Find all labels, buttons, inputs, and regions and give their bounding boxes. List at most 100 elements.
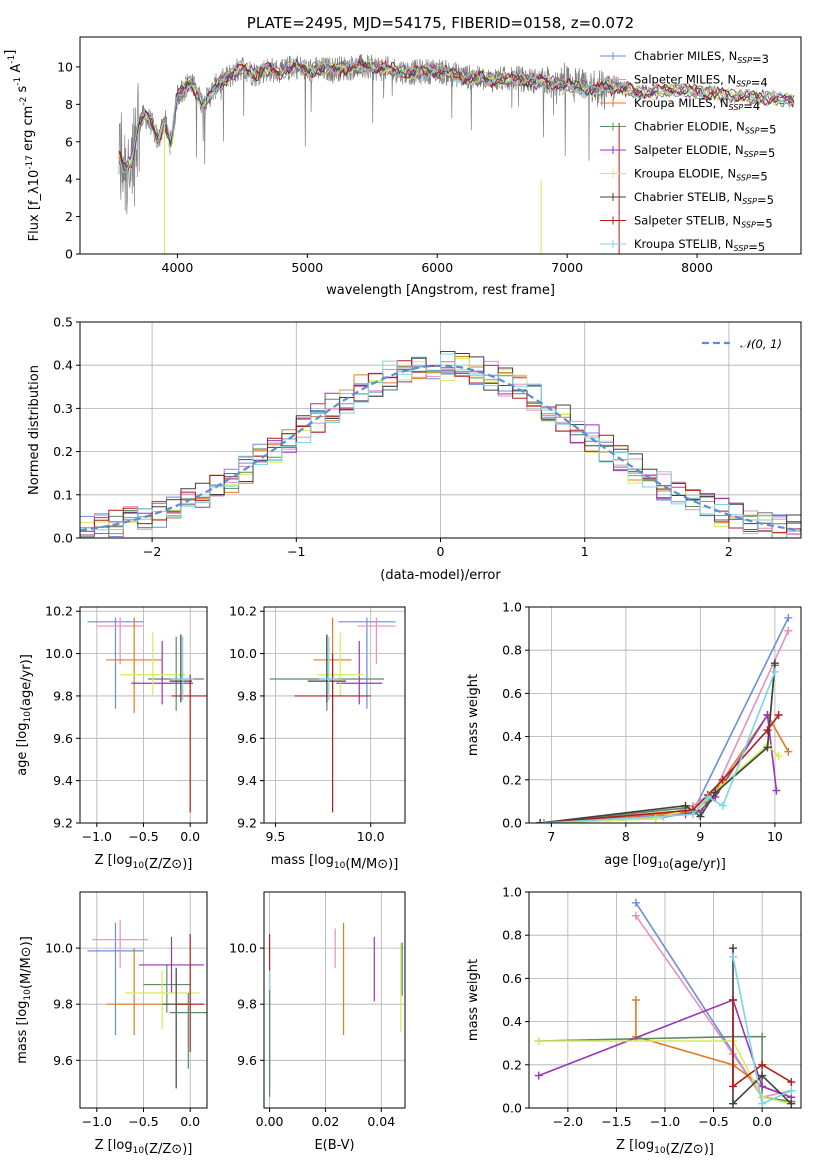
label-sub: SSP: [744, 150, 759, 159]
label-part: Kroupa STELIB, N: [634, 237, 734, 251]
y-tick-label: 0.0: [502, 1101, 522, 1116]
label-part: Chabrier ELODIE, N: [634, 120, 745, 134]
label-sub: 10: [23, 711, 33, 723]
y-tick-label: 9.8: [237, 997, 257, 1012]
chart-age-vs-mass: 9.5 10.0 9.2 9.4 9.6 9.8 10.0 10.2 mass [log10(M…: [229, 604, 406, 872]
weight-line-5: [538, 1040, 792, 1105]
x-tick-label: 8: [622, 829, 630, 844]
x-axis-label: Z [log10(Z/Z⊙)]: [95, 853, 193, 872]
weight-point: [729, 1099, 737, 1108]
y-tick-label: 0.5: [53, 315, 73, 330]
label-part: s: [15, 86, 30, 97]
y-tick-label: 10: [57, 59, 73, 74]
weight-point: [770, 659, 779, 668]
label-part: Z [: [95, 853, 113, 868]
label-sub: 10: [133, 861, 145, 871]
weight-point: [688, 810, 697, 819]
plot-area: [534, 898, 796, 1108]
label-part: =3: [752, 52, 769, 66]
label-part: Kroupa MILES, N: [634, 96, 729, 110]
label-part: log: [113, 853, 133, 868]
label-sub: 10: [334, 861, 346, 871]
y-tick-label: 2: [65, 209, 73, 224]
label-sub: SSP: [729, 103, 744, 112]
label-part: Chabrier MILES, N: [634, 49, 737, 63]
label-sub: SSP: [742, 197, 757, 206]
label-part: =5: [757, 193, 774, 207]
label-sub: SSP: [736, 174, 751, 183]
y-tick-label: 4: [65, 172, 73, 187]
x-axis-label: Z [log10(Z/Z⊙)]: [95, 1138, 193, 1157]
y-tick-label: 9.8: [53, 688, 73, 703]
plot-area: [118, 54, 795, 254]
y-axis-label: age [log10(age/yr)]: [15, 654, 34, 776]
label-part: age [: [604, 853, 637, 868]
plot-area: [87, 920, 207, 1089]
weight-point: [784, 626, 793, 635]
y-tick-label: 9.8: [237, 688, 257, 703]
y-axis-label: mass [log10(M/M⊙)]: [15, 936, 34, 1064]
weight-line-3: [540, 665, 776, 823]
y-tick-label: 10.0: [229, 941, 257, 956]
x-axis-label: E(B-V): [314, 1138, 354, 1153]
weight-point: [787, 1078, 796, 1087]
x-tick-label: −1: [287, 544, 305, 559]
label-part: log: [15, 1001, 30, 1021]
legend-label: Kroupa ELODIE, NSSP=5: [634, 167, 768, 184]
plot-area: [80, 351, 801, 538]
label-sub: SSP: [736, 80, 751, 89]
label-part: Kroupa ELODIE, N: [634, 167, 736, 181]
y-tick-label: 10.2: [229, 604, 257, 619]
label-sup: -1: [7, 55, 17, 64]
label-sub: SSP: [745, 127, 760, 136]
label-part: (M/M⊙)]: [345, 857, 398, 872]
chart-mass-vs-Z: −1.0 −0.5 0.09.69.810.0Z [log10(Z/Z⊙)]mass…: [15, 891, 208, 1157]
y-tick-label: 0.6: [502, 686, 522, 701]
x-tick-label: 10.0: [357, 829, 385, 844]
x-axis-label: Z [log10(Z/Z⊙)]: [616, 1138, 714, 1157]
weight-point: [774, 752, 783, 761]
weight-point: [772, 786, 781, 795]
histogram-8: [80, 353, 801, 538]
label-sub: 10: [133, 1146, 145, 1156]
weight-line-0: [540, 617, 790, 823]
x-tick-label: 2: [725, 544, 733, 559]
x-tick-label: 0.0: [180, 1114, 200, 1129]
x-tick-label: 10: [767, 829, 783, 844]
label-part: =5: [758, 146, 775, 160]
weight-point: [631, 911, 640, 920]
axes-frame: [263, 891, 406, 1109]
weight-point: [536, 819, 545, 823]
weight-line-7: [543, 714, 780, 823]
label-part: age [: [15, 742, 30, 775]
weight-line-4: [538, 998, 792, 1098]
label-part: A: [9, 64, 24, 77]
y-tick-label: 10.2: [45, 604, 73, 619]
weight-point: [729, 1082, 737, 1091]
label-part: log: [634, 1138, 654, 1153]
x-tick-label: −1.0: [82, 1114, 112, 1129]
legend-label: Kroupa STELIB, NSSP=5: [634, 237, 765, 254]
y-axis-label: Flux [f_λ10-17 erg cm-2 s-1 A-1]: [3, 50, 42, 242]
x-tick-label: 0.00: [256, 1114, 284, 1129]
legend-label: Kroupa MILES, NSSP=4: [634, 96, 760, 113]
legend-label: 𝒩(0, 1): [740, 337, 782, 351]
y-tick-label: 0.3: [53, 401, 73, 416]
y-tick-label: 10.0: [45, 941, 73, 956]
x-axis-label: wavelength [Angstrom, rest frame]: [326, 283, 555, 298]
y-tick-label: 8: [65, 97, 73, 112]
weight-line-7: [732, 1000, 792, 1088]
x-tick-label: 6000: [421, 260, 453, 275]
weight-point: [784, 747, 793, 756]
legend-label: Salpeter STELIB, NSSP=5: [634, 214, 773, 231]
weight-line-6: [540, 663, 776, 823]
y-tick-label: 1.0: [502, 885, 522, 900]
model-line-6: [118, 58, 795, 168]
weight-point: [696, 812, 705, 821]
label-sup: -2: [19, 97, 29, 106]
label-part: mass [: [15, 1020, 30, 1063]
label-sub: SSP: [741, 221, 756, 230]
y-tick-label: 9.2: [53, 816, 73, 831]
weight-point: [534, 1037, 543, 1046]
